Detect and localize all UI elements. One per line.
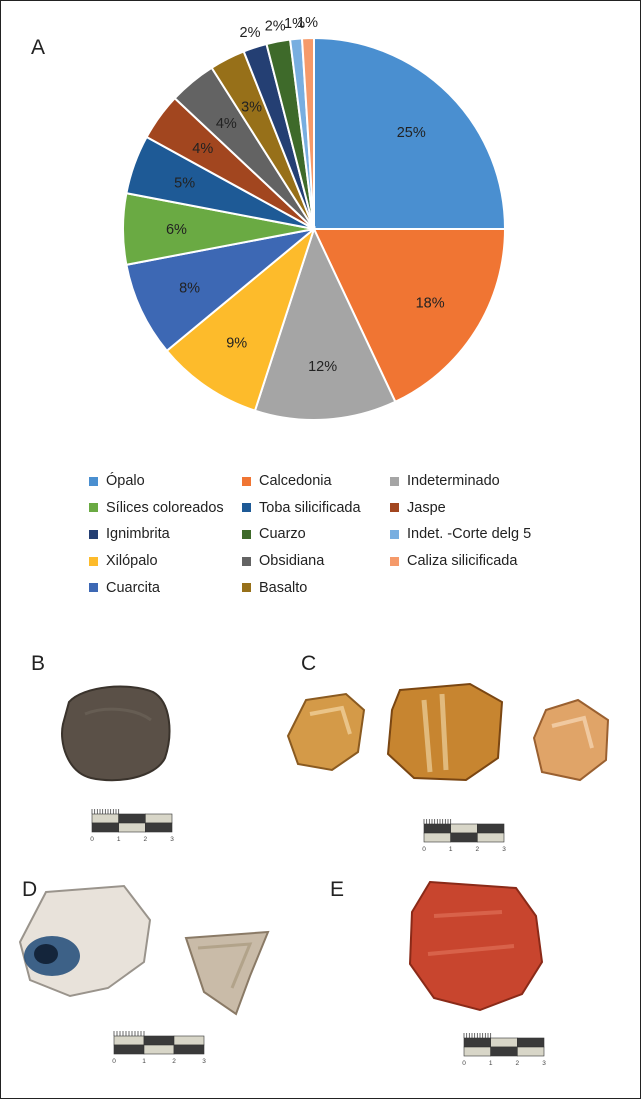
legend-item: Ópalo <box>89 473 145 489</box>
legend-swatch <box>89 556 98 566</box>
scale-tick-label: 3 <box>502 846 506 853</box>
scale-bar-d: 5 mm0123 <box>112 1031 206 1065</box>
legend-label: Ignimbrita <box>106 526 170 543</box>
legend-item: Toba silicificada <box>242 500 361 516</box>
photo-c-chalcedony-1 <box>286 692 366 772</box>
legend-swatch <box>89 503 98 513</box>
pie-label-8: 4% <box>216 116 237 132</box>
pie-slice-0 <box>313 36 507 230</box>
scale-tick-label: 1 <box>142 1058 146 1065</box>
legend-label: Sílices coloreados <box>106 499 224 516</box>
photo-c-chalcedony-3 <box>532 698 610 782</box>
pie-label-11: 2% <box>265 19 286 35</box>
legend-label: Indet. -Corte delg 5 <box>407 526 532 543</box>
scale-tick-label: 0 <box>462 1060 466 1067</box>
legend-swatch <box>390 503 399 513</box>
photo-d-opal-1 <box>18 884 152 998</box>
scale-tick-label: 1 <box>489 1060 493 1067</box>
legend-swatch <box>242 556 251 566</box>
pie-label-7: 4% <box>192 141 213 157</box>
legend-item: Ignimbrita <box>89 526 170 542</box>
legend-label: Calcedonia <box>259 473 332 489</box>
pie-label-9: 3% <box>241 99 262 115</box>
photo-c-chalcedony-2 <box>386 682 504 782</box>
panel-label-d: D <box>22 878 38 901</box>
legend-label: Toba silicificada <box>259 499 361 516</box>
legend-swatch <box>242 583 251 593</box>
legend-item: Calcedonia <box>242 473 332 489</box>
photo-e-jasper <box>408 880 544 1012</box>
scale-tick-label: 1 <box>117 836 121 843</box>
scale-tick-label: 2 <box>172 1058 176 1065</box>
scale-tick-label: 2 <box>144 836 148 843</box>
pie-label-10: 2% <box>240 25 261 41</box>
scale-tick-label: 2 <box>476 846 480 853</box>
pie-label-0: 25% <box>397 125 426 141</box>
photo-b-basalt-flake <box>61 685 171 782</box>
scale-tick-label: 0 <box>90 836 94 843</box>
panel-label-c: C <box>301 652 317 675</box>
scale-tick-label: 1 <box>449 846 453 853</box>
legend-label: Ópalo <box>106 473 145 489</box>
legend-swatch <box>242 529 251 539</box>
legend-item: Cuarcita <box>89 580 160 596</box>
pie-slice-2 <box>253 226 397 421</box>
legend-item: Sílices coloreados <box>89 500 224 516</box>
legend-item: Caliza silicificada <box>390 553 517 569</box>
scale-bar-e: 5 mm0123 <box>462 1033 546 1067</box>
scale-tick-label: 3 <box>170 836 174 843</box>
panel-label-a: A <box>31 36 46 59</box>
pie-label-5: 6% <box>166 222 187 238</box>
pie-label-6: 5% <box>174 175 195 191</box>
photo-d-opal-2 <box>184 930 270 1016</box>
legend-label: Basalto <box>259 579 308 596</box>
scale-tick-label: 0 <box>112 1058 116 1065</box>
pie-slice-13 <box>300 36 315 230</box>
legend-label: Obsidiana <box>259 553 325 570</box>
scale-tick-label: 3 <box>542 1060 546 1067</box>
legend-item: Jaspe <box>390 500 446 516</box>
legend-swatch <box>89 529 98 539</box>
scale-bar-c: 5 mm0123 <box>422 819 506 853</box>
legend-label: Indeterminado <box>407 473 500 489</box>
legend-item: Xilópalo <box>89 553 158 569</box>
scale-tick-label: 3 <box>202 1058 206 1065</box>
pie-label-1: 18% <box>416 296 445 312</box>
legend-item: Indeterminado <box>390 473 500 489</box>
legend-swatch <box>390 556 399 566</box>
legend-swatch <box>390 476 399 486</box>
scale-tick-label: 2 <box>516 1060 520 1067</box>
panel-label-b: B <box>31 652 46 675</box>
legend-item: Cuarzo <box>242 526 306 542</box>
legend-swatch <box>242 503 251 513</box>
pie-slice-4 <box>125 228 315 353</box>
legend-label: Caliza silicificada <box>407 553 518 570</box>
legend-label: Cuarzo <box>259 526 306 543</box>
legend-label: Jaspe <box>407 499 446 516</box>
legend-swatch <box>242 476 251 486</box>
scale-bar-b: 5 mm0123 <box>90 809 174 843</box>
legend-item: Obsidiana <box>242 553 324 569</box>
legend-label: Cuarcita <box>106 579 160 596</box>
pie-label-12: 1% <box>284 16 305 32</box>
pie-slice-3 <box>165 226 317 412</box>
legend-swatch <box>89 476 98 486</box>
panel-label-e: E <box>330 878 345 901</box>
pie-chart: 25%18%12%9%8%6%5%4%4%3%2% 2%1%1% <box>122 15 507 421</box>
legend-item: Basalto <box>242 580 307 596</box>
legend-swatch <box>390 529 399 539</box>
pie-label-4: 8% <box>179 281 200 297</box>
scale-tick-label: 0 <box>422 846 426 853</box>
pie-label-13: 1% <box>297 15 318 31</box>
pie-label-2: 12% <box>308 359 337 375</box>
legend-item: Indet. -Corte delg 5 <box>390 526 531 542</box>
legend-swatch <box>89 583 98 593</box>
pie-slice-1 <box>312 228 507 404</box>
pie-label-3: 9% <box>226 336 247 352</box>
legend-label: Xilópalo <box>106 553 158 570</box>
